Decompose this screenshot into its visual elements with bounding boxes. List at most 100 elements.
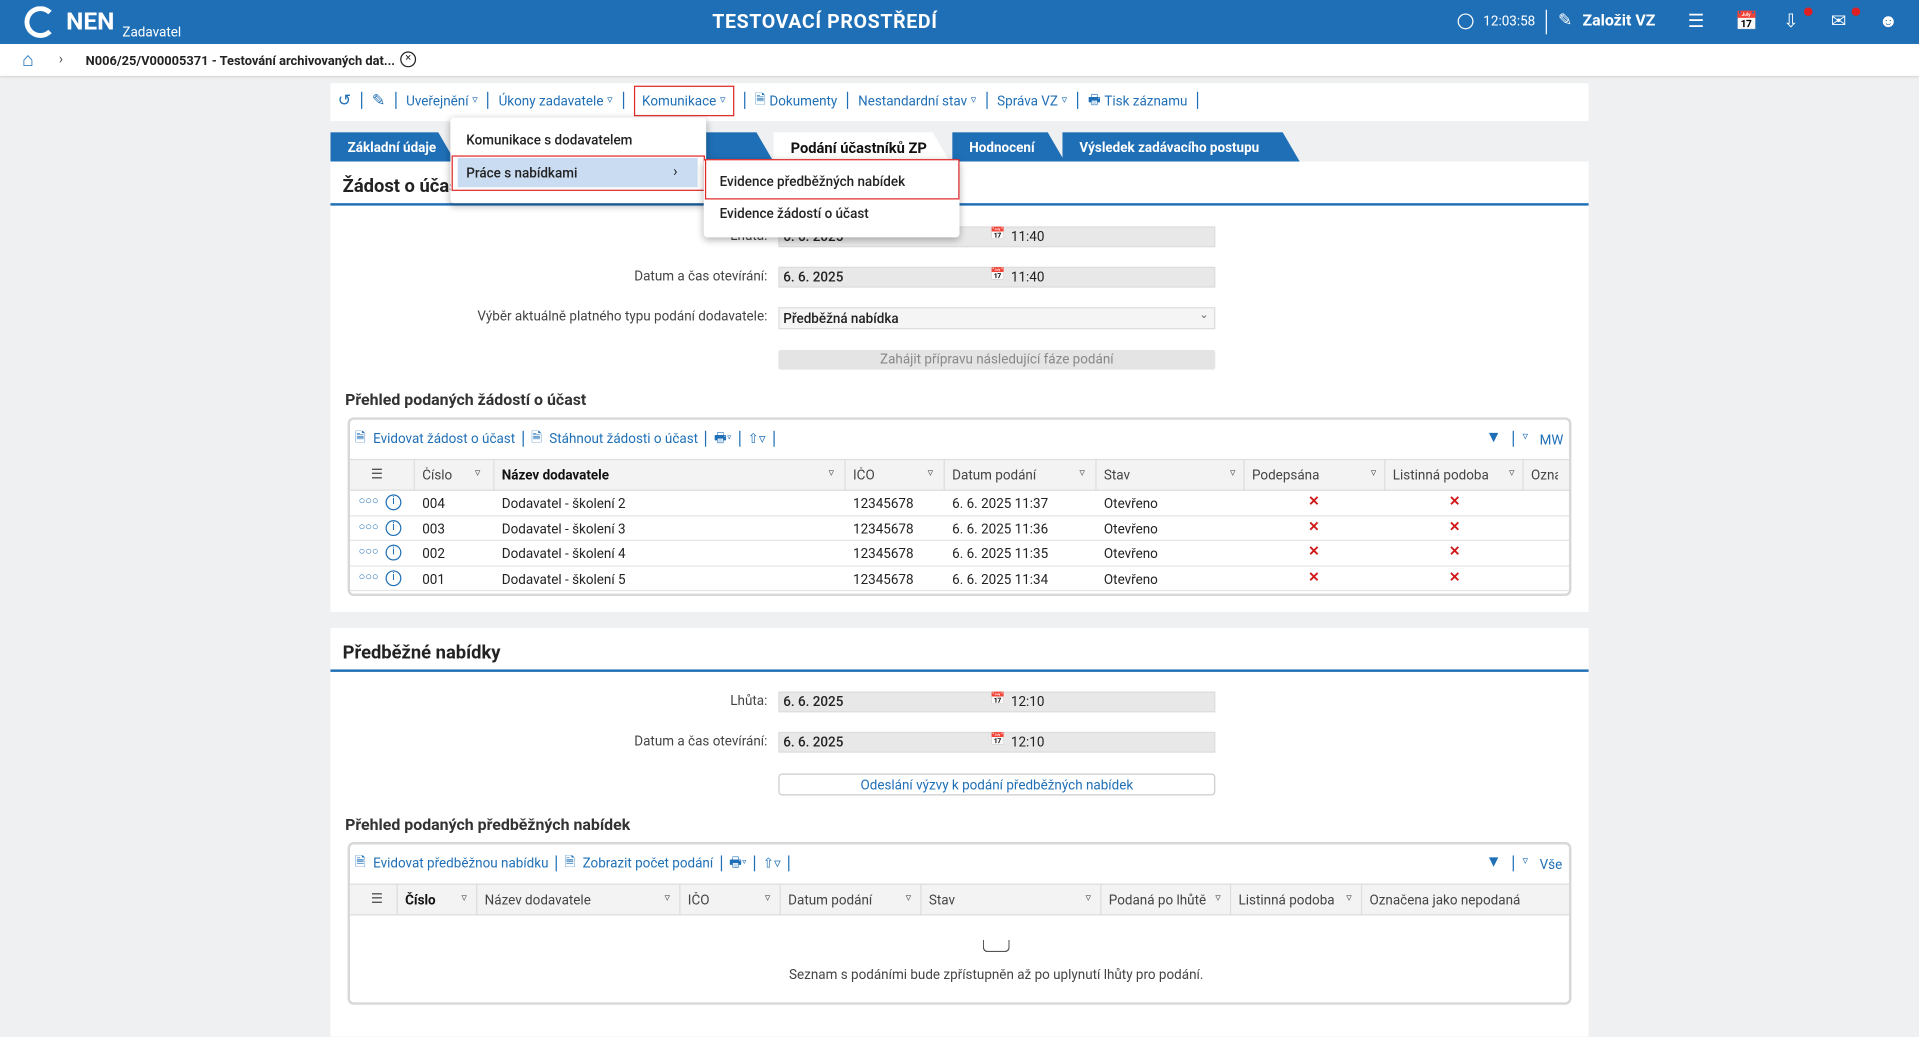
tab[interactable]: Základní údaje [330, 132, 455, 161]
column-header[interactable]: Název dodavatele [484, 892, 591, 909]
info-icon[interactable]: i [385, 569, 402, 586]
toolbar-item[interactable]: Správa VZ ▿ [997, 86, 1067, 114]
col-caret[interactable]: ▿ [474, 467, 481, 480]
info-icon[interactable]: i [385, 494, 402, 511]
toolbar-label[interactable]: Úkony zadavatele [498, 92, 604, 109]
col-caret[interactable]: ▿ [927, 467, 934, 480]
col-divider [476, 883, 478, 916]
grid-action[interactable]: Evidovat žádost o účast [373, 430, 516, 447]
column-header[interactable]: Podaná po lhůtě [1108, 892, 1207, 909]
toolbar-label[interactable]: Tisk záznamu [1104, 92, 1188, 109]
field-label: Datum a čas otevírání: [634, 733, 768, 749]
col-caret[interactable]: ▿ [1085, 892, 1092, 905]
row-menu[interactable]: ○○○ [358, 570, 379, 584]
column-header[interactable]: Název dodavatele [501, 467, 610, 484]
edit-icon[interactable]: ✎ [371, 91, 386, 110]
info-icon[interactable]: i [385, 519, 402, 536]
row-menu[interactable]: ○○○ [358, 495, 379, 508]
toolbar-label[interactable]: Uveřejnění [406, 92, 469, 109]
export-icon[interactable]: ⇧▿ [762, 855, 781, 872]
toolbar-item[interactable]: Uveřejnění ▿ [406, 86, 478, 114]
toolbar-item[interactable]: 🖶 Tisk záznamu [1088, 83, 1187, 118]
column-header[interactable]: IČO [687, 892, 710, 909]
outline-button[interactable]: Odeslání výzvy k podání předběžných nabí… [778, 773, 1216, 796]
filter-icon[interactable]: ▼ [1485, 428, 1502, 447]
col-caret[interactable]: ▿ [764, 892, 771, 905]
grid-view[interactable]: Vše [1539, 856, 1563, 873]
columns-icon[interactable]: ☰ [370, 466, 383, 483]
tab-label[interactable]: Základní údaje [347, 139, 437, 156]
toolbar-item[interactable]: 🗎 Dokumenty [755, 83, 837, 118]
info-icon[interactable]: i [385, 544, 402, 561]
print-icon[interactable]: 🖶▿ [713, 429, 732, 446]
create-button[interactable]: Založit VZ [1582, 12, 1656, 31]
header-icon[interactable]: ⇩ [1783, 9, 1799, 32]
row-menu[interactable]: ○○○ [358, 520, 379, 533]
col-caret[interactable]: ▿ [664, 892, 671, 905]
col-caret[interactable]: ▿ [461, 892, 467, 905]
col-caret[interactable]: ▿ [905, 892, 912, 905]
cell: Otevřeno [1103, 520, 1158, 537]
col-caret[interactable]: ▿ [1346, 892, 1352, 905]
menu-item[interactable]: Práce s nabídkami [466, 165, 578, 182]
toolbar-label[interactable]: Správa VZ [997, 92, 1058, 109]
column-header[interactable]: Označena jako nepodaná [1531, 467, 1558, 484]
home-icon[interactable]: ⌂ [22, 47, 34, 71]
tab[interactable]: Hodnocení [952, 132, 1065, 161]
column-header[interactable]: Datum podání [788, 892, 873, 909]
menu-item[interactable]: Komunikace s dodavatelem [466, 132, 633, 149]
toolbar-label[interactable]: Komunikace [642, 92, 717, 109]
column-header[interactable]: Číslo [422, 467, 453, 484]
select-value[interactable]: Předběžná nabídka [783, 310, 899, 327]
toolbar-label[interactable]: Nestandardní stav [858, 92, 968, 109]
column-header[interactable]: Číslo [405, 892, 436, 909]
column-header[interactable]: Listinná podoba [1392, 467, 1489, 484]
caret[interactable]: ▿ [1522, 855, 1529, 868]
caret: ▿ [970, 94, 977, 107]
column-header[interactable]: Označena jako nepodaná [1369, 892, 1521, 909]
column-header[interactable]: Datum podání [952, 467, 1037, 484]
submenu-item[interactable]: Evidence předběžných nabídek [719, 173, 906, 190]
export-icon[interactable]: ⇧▿ [747, 430, 766, 447]
toolbar-item[interactable]: Úkony zadavatele ▿ [499, 86, 613, 114]
tab[interactable]: Výsledek zadávacího postupu [1062, 132, 1299, 161]
print-icon[interactable]: 🖶▿ [729, 854, 747, 871]
column-header[interactable]: Stav [1103, 467, 1131, 484]
doc-icon: 🗎 [754, 91, 766, 108]
grid-action[interactable]: Stáhnout žádosti o účast [549, 430, 699, 447]
grid-action[interactable]: Zobrazit počet podání [582, 855, 714, 872]
grid-action[interactable]: Evidovat předběžnou nabídku [373, 855, 549, 872]
grid-view[interactable]: MW [1539, 432, 1564, 448]
col-caret[interactable]: ▿ [1215, 892, 1221, 905]
column-header[interactable]: Podepsána [1251, 467, 1320, 484]
col-caret[interactable]: ▿ [1370, 467, 1377, 480]
row-menu[interactable]: ○○○ [358, 545, 379, 559]
header-icon[interactable]: ☰ [1687, 9, 1705, 32]
tab-label[interactable]: Hodnocení [969, 139, 1035, 156]
col-divider [413, 458, 415, 491]
header-icon[interactable]: 📅 [1735, 9, 1759, 32]
col-caret[interactable]: ▿ [828, 467, 835, 480]
column-header[interactable]: Listinná podoba [1238, 892, 1335, 909]
col-caret[interactable]: ▿ [1229, 467, 1236, 480]
toolbar-label[interactable]: Dokumenty [769, 92, 838, 109]
column-header[interactable]: Stav [928, 892, 956, 909]
refresh-icon[interactable]: ↺ [337, 91, 352, 110]
toolbar-item[interactable]: Nestandardní stav ▿ [858, 86, 976, 114]
breadcrumb-item[interactable]: N006/25/V00005371 - Testování archivovan… [85, 52, 396, 69]
close-icon[interactable]: × [400, 51, 417, 68]
submenu-item[interactable]: Evidence žádostí o účast [719, 205, 869, 222]
tab[interactable]: Podání účastníků ZP [773, 132, 949, 161]
col-caret[interactable]: ▿ [1079, 467, 1085, 480]
column-header[interactable]: IČO [853, 467, 875, 484]
toolbar-item[interactable]: Komunikace ▿ [633, 85, 735, 116]
caret[interactable]: ▿ [1522, 430, 1529, 444]
col-caret[interactable]: ▿ [1509, 467, 1515, 480]
tab-label[interactable]: Výsledek zadávacího postupu [1079, 139, 1260, 156]
header-icon[interactable]: ✉ [1830, 9, 1847, 32]
tab-label[interactable]: Podání účastníků ZP [790, 139, 927, 157]
columns-icon[interactable]: ☰ [370, 890, 383, 907]
filter-icon[interactable]: ▼ [1485, 853, 1502, 872]
header-icon[interactable]: ☻ [1878, 9, 1898, 32]
sep [1076, 91, 1079, 109]
